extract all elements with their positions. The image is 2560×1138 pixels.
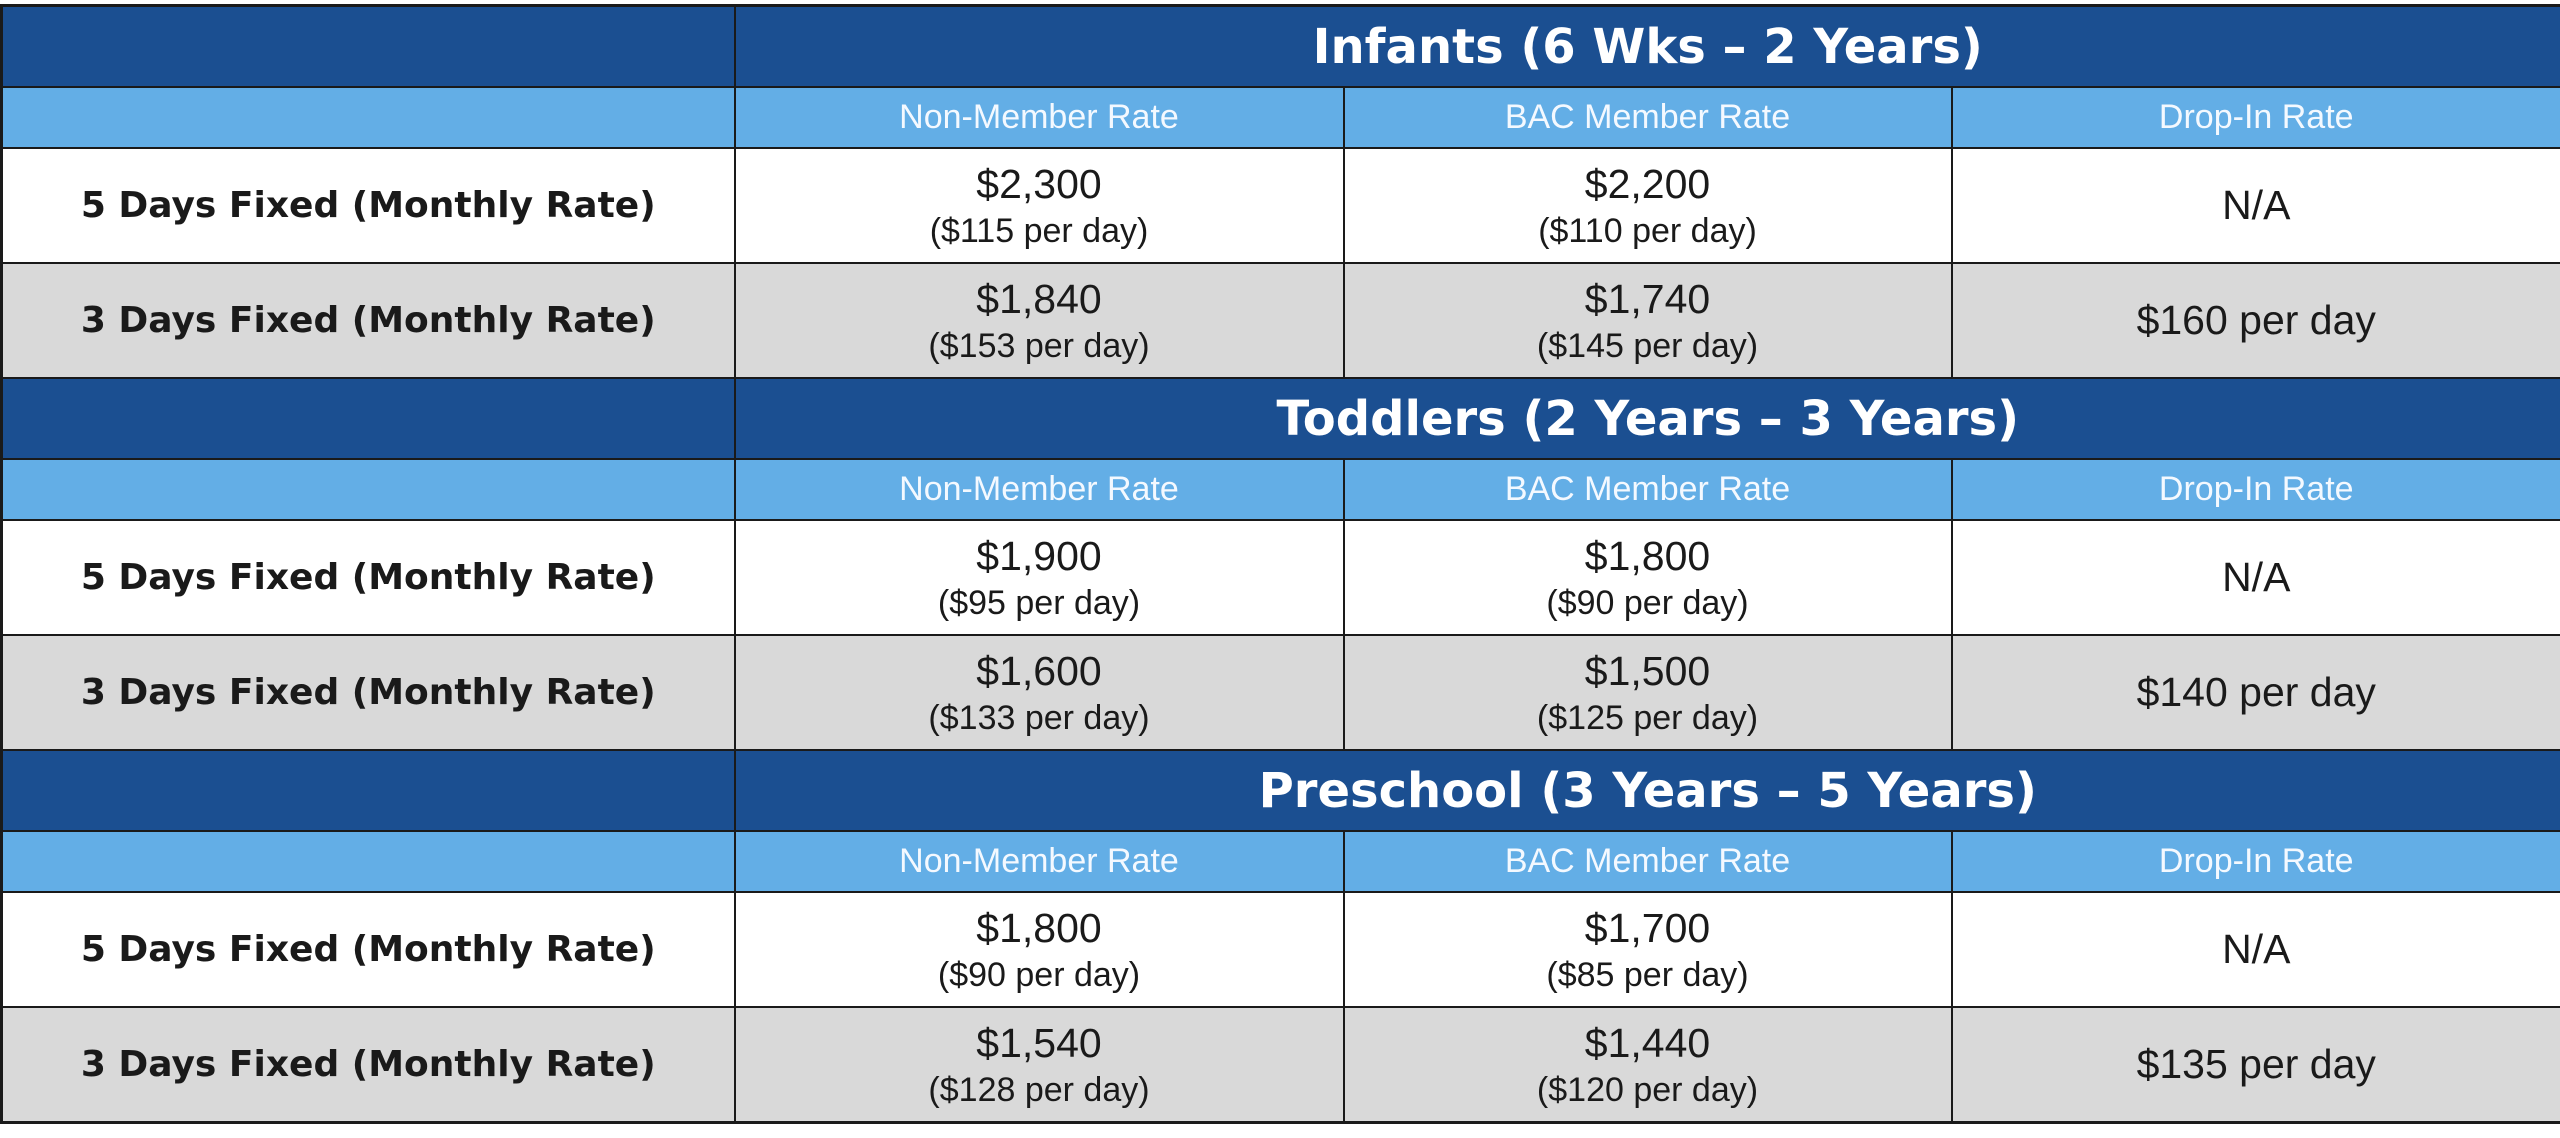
daily-price: ($115 per day) [929,211,1149,250]
section-title: Preschool (3 Years – 5 Years) [733,749,2560,832]
monthly-price: $1,740 [1584,275,1711,322]
table-row: 3 Days Fixed (Monthly Rate) $1,540 ($128… [0,1006,2560,1124]
column-header-drop-in: Drop-In Rate [1950,830,2560,893]
member-rate-cell: $2,200 ($110 per day) [1342,147,1953,264]
plan-label: 5 Days Fixed (Monthly Rate) [0,519,736,636]
member-rate-cell: $1,740 ($145 per day) [1342,262,1953,379]
non-member-rate-cell: $1,900 ($95 per day) [733,519,1345,636]
monthly-price: $1,440 [1584,1019,1711,1066]
drop-in-rate-cell: $140 per day [1950,634,2560,751]
monthly-price: $1,500 [1584,647,1711,694]
table-row: 5 Days Fixed (Monthly Rate) $1,800 ($90 … [0,891,2560,1008]
drop-in-rate-cell: N/A [1950,891,2560,1008]
drop-in-rate-cell: $135 per day [1950,1006,2560,1124]
column-header-blank [0,830,736,893]
non-member-rate-cell: $1,800 ($90 per day) [733,891,1345,1008]
section-header-preschool: Preschool (3 Years – 5 Years) [0,749,2560,832]
drop-in-rate-cell: $160 per day [1950,262,2560,379]
drop-in-rate-cell: N/A [1950,147,2560,264]
daily-price: ($153 per day) [928,326,1150,365]
section-header-infants: Infants (6 Wks – 2 Years) [0,4,2560,88]
column-header-drop-in: Drop-In Rate [1950,458,2560,521]
column-header-row: Non-Member Rate BAC Member Rate Drop-In … [0,830,2560,893]
plan-label: 3 Days Fixed (Monthly Rate) [0,262,736,379]
section-header-blank [0,4,736,88]
column-header-non-member: Non-Member Rate [733,86,1345,149]
column-header-row: Non-Member Rate BAC Member Rate Drop-In … [0,86,2560,149]
daily-price: ($128 per day) [928,1070,1150,1109]
monthly-price: $1,800 [1584,532,1711,579]
non-member-rate-cell: $1,540 ($128 per day) [733,1006,1345,1124]
member-rate-cell: $1,440 ($120 per day) [1342,1006,1953,1124]
non-member-rate-cell: $2,300 ($115 per day) [733,147,1345,264]
table-row: 5 Days Fixed (Monthly Rate) $1,900 ($95 … [0,519,2560,636]
member-rate-cell: $1,700 ($85 per day) [1342,891,1953,1008]
non-member-rate-cell: $1,840 ($153 per day) [733,262,1345,379]
daily-price: ($85 per day) [1546,955,1749,994]
column-header-non-member: Non-Member Rate [733,458,1345,521]
daily-price: ($125 per day) [1536,698,1759,737]
rate-table: Infants (6 Wks – 2 Years) Non-Member Rat… [0,4,2560,1124]
table-row: 3 Days Fixed (Monthly Rate) $1,600 ($133… [0,634,2560,751]
monthly-price: $1,600 [976,647,1102,694]
section-title: Toddlers (2 Years – 3 Years) [733,377,2560,460]
column-header-blank [0,86,736,149]
column-header-member: BAC Member Rate [1342,86,1953,149]
column-header-drop-in: Drop-In Rate [1950,86,2560,149]
monthly-price: $1,900 [976,532,1102,579]
plan-label: 5 Days Fixed (Monthly Rate) [0,147,736,264]
member-rate-cell: $1,500 ($125 per day) [1342,634,1953,751]
table-row: 5 Days Fixed (Monthly Rate) $2,300 ($115… [0,147,2560,264]
monthly-price: $1,800 [976,904,1102,951]
monthly-price: $1,700 [1584,904,1711,951]
daily-price: ($95 per day) [937,583,1141,622]
daily-price: ($90 per day) [937,955,1141,994]
table-row: 3 Days Fixed (Monthly Rate) $1,840 ($153… [0,262,2560,379]
section-header-blank [0,377,736,460]
plan-label: 5 Days Fixed (Monthly Rate) [0,891,736,1008]
plan-label: 3 Days Fixed (Monthly Rate) [0,634,736,751]
column-header-member: BAC Member Rate [1342,830,1953,893]
column-header-row: Non-Member Rate BAC Member Rate Drop-In … [0,458,2560,521]
monthly-price: $1,540 [976,1019,1102,1066]
column-header-blank [0,458,736,521]
section-header-toddlers: Toddlers (2 Years – 3 Years) [0,377,2560,460]
non-member-rate-cell: $1,600 ($133 per day) [733,634,1345,751]
column-header-non-member: Non-Member Rate [733,830,1345,893]
daily-price: ($145 per day) [1536,326,1759,365]
column-header-member: BAC Member Rate [1342,458,1953,521]
monthly-price: $2,200 [1584,160,1711,207]
drop-in-rate-cell: N/A [1950,519,2560,636]
daily-price: ($110 per day) [1538,211,1757,250]
daily-price: ($133 per day) [928,698,1150,737]
monthly-price: $2,300 [976,160,1102,207]
member-rate-cell: $1,800 ($90 per day) [1342,519,1953,636]
monthly-price: $1,840 [976,275,1102,322]
daily-price: ($120 per day) [1536,1070,1759,1109]
daily-price: ($90 per day) [1546,583,1749,622]
section-title: Infants (6 Wks – 2 Years) [733,4,2560,88]
section-header-blank [0,749,736,832]
plan-label: 3 Days Fixed (Monthly Rate) [0,1006,736,1124]
